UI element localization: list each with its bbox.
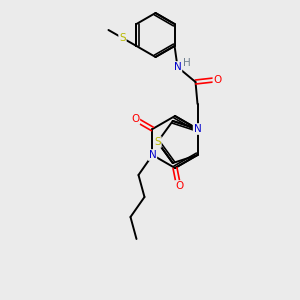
Text: S: S	[119, 33, 126, 43]
Text: O: O	[175, 181, 183, 191]
Text: N: N	[174, 62, 182, 72]
Text: N: N	[148, 150, 156, 160]
Text: O: O	[131, 114, 139, 124]
Text: O: O	[213, 75, 222, 85]
Text: H: H	[183, 58, 190, 68]
Text: S: S	[154, 137, 161, 147]
Text: N: N	[194, 124, 201, 134]
